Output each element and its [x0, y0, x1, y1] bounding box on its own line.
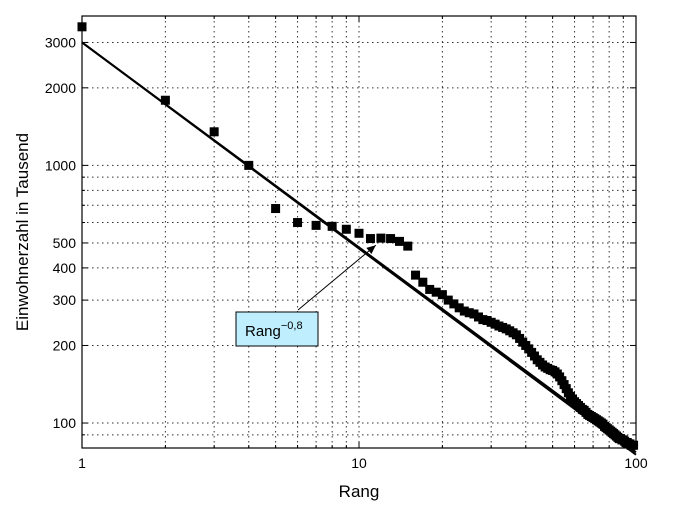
data-point	[449, 299, 459, 309]
annotation-label-exponent: −0,8	[281, 320, 303, 332]
y-axis-label: Einwohnerzahl in Tausend	[13, 133, 32, 331]
data-point	[437, 290, 447, 300]
data-point	[354, 228, 364, 238]
y-tick-label: 400	[53, 260, 77, 276]
y-tick-label: 200	[53, 337, 77, 353]
data-point	[160, 95, 170, 105]
data-point	[365, 234, 375, 244]
tick-labels: 1 10 100 100 200 300 400 500 1000 2000 3000	[45, 34, 648, 471]
data-point	[311, 220, 321, 230]
data-point	[464, 308, 474, 318]
data-point	[293, 218, 303, 228]
fit-lines	[81, 41, 637, 456]
annotation-arrow	[297, 244, 377, 311]
y-tick-label: 500	[53, 235, 77, 251]
fit-line	[81, 41, 637, 454]
annotation-box	[235, 311, 319, 347]
annotation-label-base: Rang	[245, 323, 281, 340]
x-tick-label: 10	[351, 455, 367, 471]
annotation-label: Rang−0,8	[245, 320, 303, 340]
x-tick-label: 100	[624, 455, 648, 471]
data-point	[376, 233, 386, 243]
data-point	[411, 270, 421, 280]
data-point	[443, 295, 453, 305]
data-point	[459, 306, 469, 316]
data-point	[454, 303, 464, 313]
y-tick-label: 3000	[45, 34, 76, 50]
data-point	[431, 287, 441, 297]
y-tick-label: 1000	[45, 157, 76, 173]
data-point	[386, 234, 396, 244]
axis-ticks	[82, 16, 636, 449]
data-point	[403, 241, 413, 251]
annotation-arrowhead-icon	[366, 245, 376, 255]
data-point	[271, 204, 281, 214]
data-point	[209, 127, 219, 137]
data-point	[244, 160, 254, 170]
annotation: Rang−0,8	[235, 244, 377, 347]
x-axis-label: Rang	[339, 482, 380, 501]
data-point	[418, 277, 428, 287]
data-point	[327, 221, 337, 231]
data-point	[629, 440, 639, 450]
y-tick-label: 100	[53, 415, 77, 431]
x-tick-label: 1	[78, 455, 86, 471]
data-point	[425, 284, 435, 294]
grid	[82, 16, 636, 449]
data-point	[394, 236, 404, 246]
data-point	[469, 309, 479, 319]
y-tick-label: 2000	[45, 80, 76, 96]
data-point	[341, 224, 351, 234]
y-tick-label: 300	[53, 292, 77, 308]
